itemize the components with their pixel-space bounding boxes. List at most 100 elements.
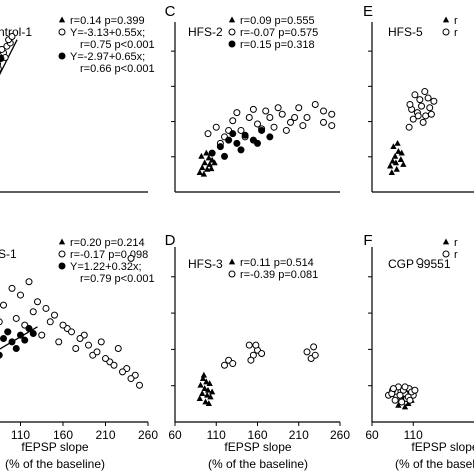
panel-c-point-triangle bbox=[196, 169, 203, 175]
panel-c-title: HFS-2 bbox=[188, 25, 223, 39]
panel-c-point-filled-circle bbox=[221, 152, 228, 160]
panel-s1-point-open-circle bbox=[68, 328, 75, 336]
panel-s1-point-open-circle bbox=[136, 381, 143, 389]
panel-c-point-open-circle bbox=[282, 126, 290, 134]
panel-c-point-open-circle bbox=[299, 122, 307, 130]
panel-e-point-open-circle bbox=[418, 102, 425, 110]
panel-d-x-tick-label: 160 bbox=[247, 428, 267, 442]
panel-c-point-open-circle bbox=[278, 110, 286, 118]
panel-s1-point-open-circle bbox=[97, 338, 105, 346]
panel-c-point-triangle bbox=[200, 170, 208, 177]
panel-s1-point-open-circle bbox=[127, 375, 135, 383]
panel-s1-point-open-circle bbox=[119, 368, 126, 376]
panel-c-point-open-circle bbox=[229, 117, 237, 125]
panel-e-point-triangle bbox=[397, 156, 405, 162]
panel-s1-point-open-circle bbox=[76, 335, 84, 342]
panel-b-point-open-circle bbox=[0, 65, 2, 72]
panel-d-point-open-circle bbox=[229, 360, 237, 368]
panel-c-point-open-circle bbox=[274, 104, 282, 112]
panel-d-point-triangle bbox=[197, 381, 204, 388]
panel-d-point-triangle bbox=[196, 395, 203, 402]
panel-d-point-open-circle bbox=[245, 341, 253, 349]
panel-d-legend-label: r=0.11 p=0.514 bbox=[240, 257, 314, 269]
panel-e-legend-label: r bbox=[454, 15, 458, 27]
panel-c-point-open-circle bbox=[233, 109, 241, 117]
panel-e-point-triangle bbox=[389, 157, 396, 164]
panel-e-point-open-circle bbox=[409, 115, 417, 123]
panel-f-point-open-circle bbox=[411, 386, 419, 394]
panel-d-point-triangle bbox=[205, 400, 212, 407]
panel-e-point-open-circle bbox=[419, 118, 427, 126]
panel-s1-point-filled-circle bbox=[12, 345, 20, 353]
panel-e-point-triangle bbox=[398, 149, 405, 156]
panel-c-point-open-circle bbox=[212, 123, 220, 131]
panel-c-point-open-circle bbox=[266, 113, 274, 121]
panel-e-title: HFS-5 bbox=[388, 25, 423, 39]
panel-f-legend-label: r bbox=[454, 249, 458, 261]
panel-e-point-open-circle bbox=[421, 88, 429, 96]
panel-c-point-open-circle bbox=[291, 113, 299, 121]
panel-b-point-filled-circle bbox=[0, 61, 2, 67]
panel-c-point-filled-circle bbox=[216, 143, 224, 151]
panel-f-point-open-circle bbox=[389, 385, 397, 393]
panel-e-point-open-circle bbox=[422, 112, 430, 120]
panel-s1-point-filled-circle bbox=[29, 329, 37, 337]
panel-b-legend-label: Y=-2.97+0.65x; bbox=[70, 51, 145, 63]
panel-d-point-triangle bbox=[204, 391, 211, 398]
panel-s1-legend-marker bbox=[58, 250, 66, 258]
panel-d-legend-marker bbox=[228, 270, 236, 278]
panel-s1-legend-label: Y=1.22+0.32x; bbox=[70, 261, 142, 273]
panel-s1-point-open-circle bbox=[46, 318, 54, 326]
panel-e-point-open-circle bbox=[414, 112, 422, 120]
panel-c-point-filled-circle bbox=[233, 139, 241, 147]
panel-f-point-open-circle bbox=[391, 396, 399, 404]
panel-b-title: ntrol-1 bbox=[0, 25, 32, 39]
panel-d-x-tick-label: 110 bbox=[207, 428, 226, 442]
x-axis-title-line1-middle: fEPSP slope bbox=[224, 440, 291, 454]
panel-c-point-open-circle bbox=[320, 118, 327, 126]
panel-c-point-triangle bbox=[198, 152, 205, 159]
panel-d-point-triangle bbox=[208, 388, 216, 395]
panel-d-point-open-circle bbox=[258, 350, 266, 358]
panel-s1-legend-label: r=0.20 p=0.214 bbox=[70, 237, 145, 249]
panel-c-point-open-circle bbox=[328, 110, 336, 118]
panel-c-point-open-circle bbox=[254, 120, 261, 128]
panel-e-point-open-circle bbox=[424, 94, 432, 102]
panel-d-point-triangle bbox=[201, 385, 208, 391]
panel-s1-point-open-circle bbox=[42, 304, 50, 312]
panel-e-point-triangle bbox=[387, 162, 394, 169]
panel-c-point-open-circle bbox=[303, 113, 311, 121]
panel-c-point-triangle bbox=[205, 154, 212, 161]
panel-c-point-triangle bbox=[201, 159, 208, 166]
panel-e-point-triangle bbox=[392, 159, 400, 166]
panel-e-point-triangle bbox=[395, 148, 402, 154]
panel-s1-point-open-circle bbox=[17, 291, 24, 299]
panel-d-point-open-circle bbox=[311, 351, 319, 359]
panel-c-point-filled-circle bbox=[241, 131, 249, 139]
panel-f-x-tick-label: 60 bbox=[365, 428, 379, 442]
panel-f-point-open-circle bbox=[416, 258, 424, 266]
panel-s1-point-open-circle bbox=[0, 318, 3, 326]
panel-c-legend-label: r=0.09 p=0.555 bbox=[240, 15, 315, 27]
panel-c-point-open-circle bbox=[287, 118, 294, 126]
panel-s1-point-open-circle bbox=[114, 345, 122, 353]
panel-f-legend-marker bbox=[442, 250, 450, 258]
panel-d-point-open-circle bbox=[252, 341, 260, 349]
panel-d-letter: D bbox=[165, 232, 176, 249]
panel-c-point-open-circle bbox=[204, 130, 212, 138]
panel-f-legend-label: r bbox=[454, 237, 458, 249]
panel-c-point-triangle bbox=[203, 149, 210, 156]
panel-d-point-triangle bbox=[206, 380, 213, 386]
panel-d-x-tick-label: 210 bbox=[289, 428, 309, 442]
x-axis-title-line2-left: (% of the baseline) bbox=[5, 457, 105, 471]
panel-e-point-triangle bbox=[394, 139, 401, 146]
panel-s1-point-filled-circle bbox=[0, 351, 3, 359]
panel-d-point-open-circle bbox=[221, 361, 228, 369]
panel-e-point-open-circle bbox=[405, 123, 413, 131]
panel-f-point-triangle bbox=[395, 401, 402, 408]
panel-e-letter: E bbox=[363, 3, 373, 20]
panel-s1-point-filled-circle bbox=[4, 328, 12, 336]
x-axis-title-line2-right: (% of the baseline) bbox=[395, 457, 474, 471]
panel-s1-legend-label: r=0.79 p<0.001 bbox=[80, 273, 155, 285]
